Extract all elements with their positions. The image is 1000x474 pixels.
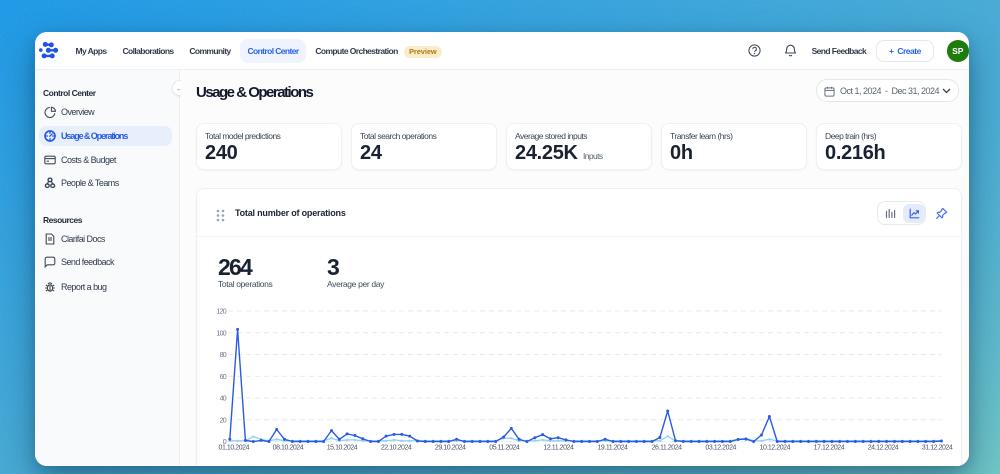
svg-text:10.12.2024: 10.12.2024: [760, 445, 791, 452]
svg-text:24.12.2024: 24.12.2024: [868, 445, 899, 452]
svg-text:29.10.2024: 29.10.2024: [435, 445, 466, 452]
svg-text:17.12.2024: 17.12.2024: [814, 445, 845, 452]
svg-text:03.12.2024: 03.12.2024: [705, 445, 736, 452]
svg-text:40: 40: [220, 396, 227, 403]
svg-text:120: 120: [216, 309, 226, 316]
svg-text:80: 80: [220, 352, 227, 359]
svg-text:26.11.2024: 26.11.2024: [652, 445, 683, 452]
svg-text:01.10.2024: 01.10.2024: [219, 445, 250, 452]
svg-text:19.11.2024: 19.11.2024: [597, 445, 628, 452]
svg-text:0: 0: [223, 439, 227, 446]
svg-text:15.10.2024: 15.10.2024: [327, 445, 358, 452]
svg-text:08.10.2024: 08.10.2024: [273, 445, 304, 452]
svg-text:100: 100: [216, 330, 226, 337]
svg-text:20: 20: [220, 417, 227, 424]
svg-text:05.11.2024: 05.11.2024: [489, 445, 520, 452]
svg-text:12.11.2024: 12.11.2024: [543, 445, 574, 452]
svg-text:22.10.2024: 22.10.2024: [381, 445, 412, 452]
svg-text:60: 60: [220, 374, 227, 381]
svg-text:31.12.2024: 31.12.2024: [922, 445, 953, 452]
